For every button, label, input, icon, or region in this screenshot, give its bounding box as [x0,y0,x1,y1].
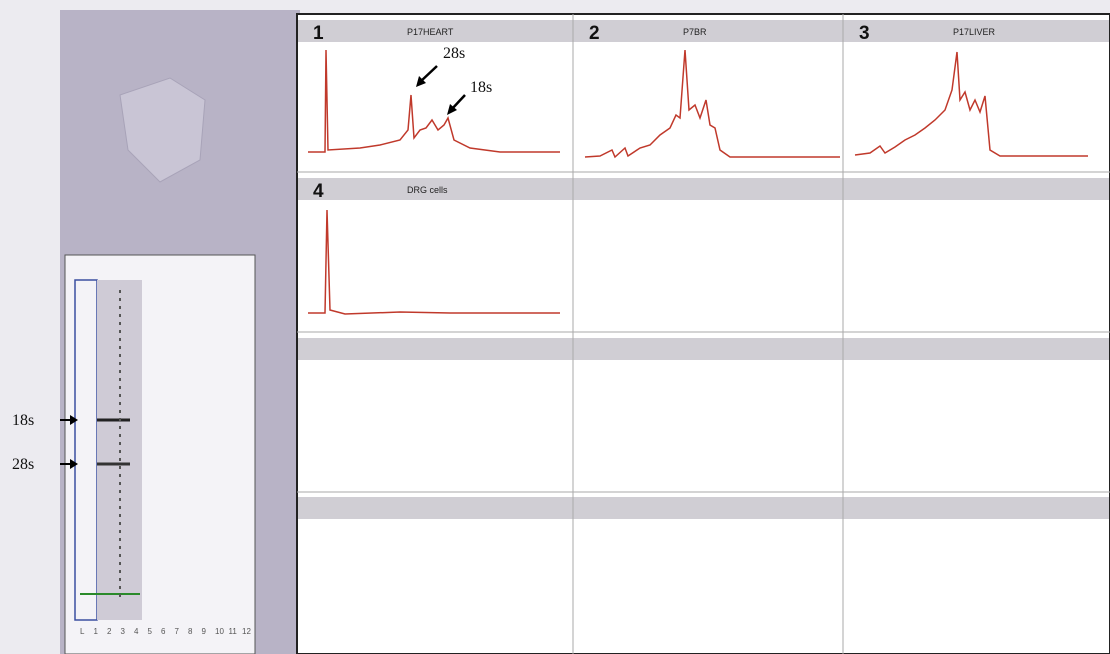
row-header [298,338,1109,360]
lane-label: 2 [107,627,112,636]
results-grid [297,14,1110,654]
lane-label: 7 [175,627,180,636]
sample-name: DRG cells [407,185,448,195]
lane-label: 9 [202,627,207,636]
lane-label: 1 [94,627,99,636]
lane-label: 5 [148,627,153,636]
gel-marker-label: 28s [12,456,34,473]
panel-number: 2 [589,23,600,44]
lane-label: 4 [134,627,139,636]
sample-name: P7BR [683,27,707,37]
lane-label: L [80,627,85,636]
lane-label: 6 [161,627,166,636]
sample-name: P17LIVER [953,27,996,37]
lane-label: 12 [242,627,251,636]
panel-number: 4 [313,181,324,202]
lane-label: 8 [188,627,193,636]
gel-marker-label: 18s [12,412,34,429]
lane-label: 11 [229,627,238,636]
lane-label: 10 [215,627,224,636]
lane-label: 3 [121,627,126,636]
peak-label: 18s [470,79,492,96]
sample-name: P17HEART [407,27,454,37]
peak-label: 28s [443,45,465,62]
panel-number: 1 [313,23,324,44]
row-header [298,497,1109,519]
screen: 18s 28s 28s 18s 1 P17HEART 2 P7BR 3 P17LIVER 4… [0,0,1110,654]
panel-number: 3 [859,23,870,44]
